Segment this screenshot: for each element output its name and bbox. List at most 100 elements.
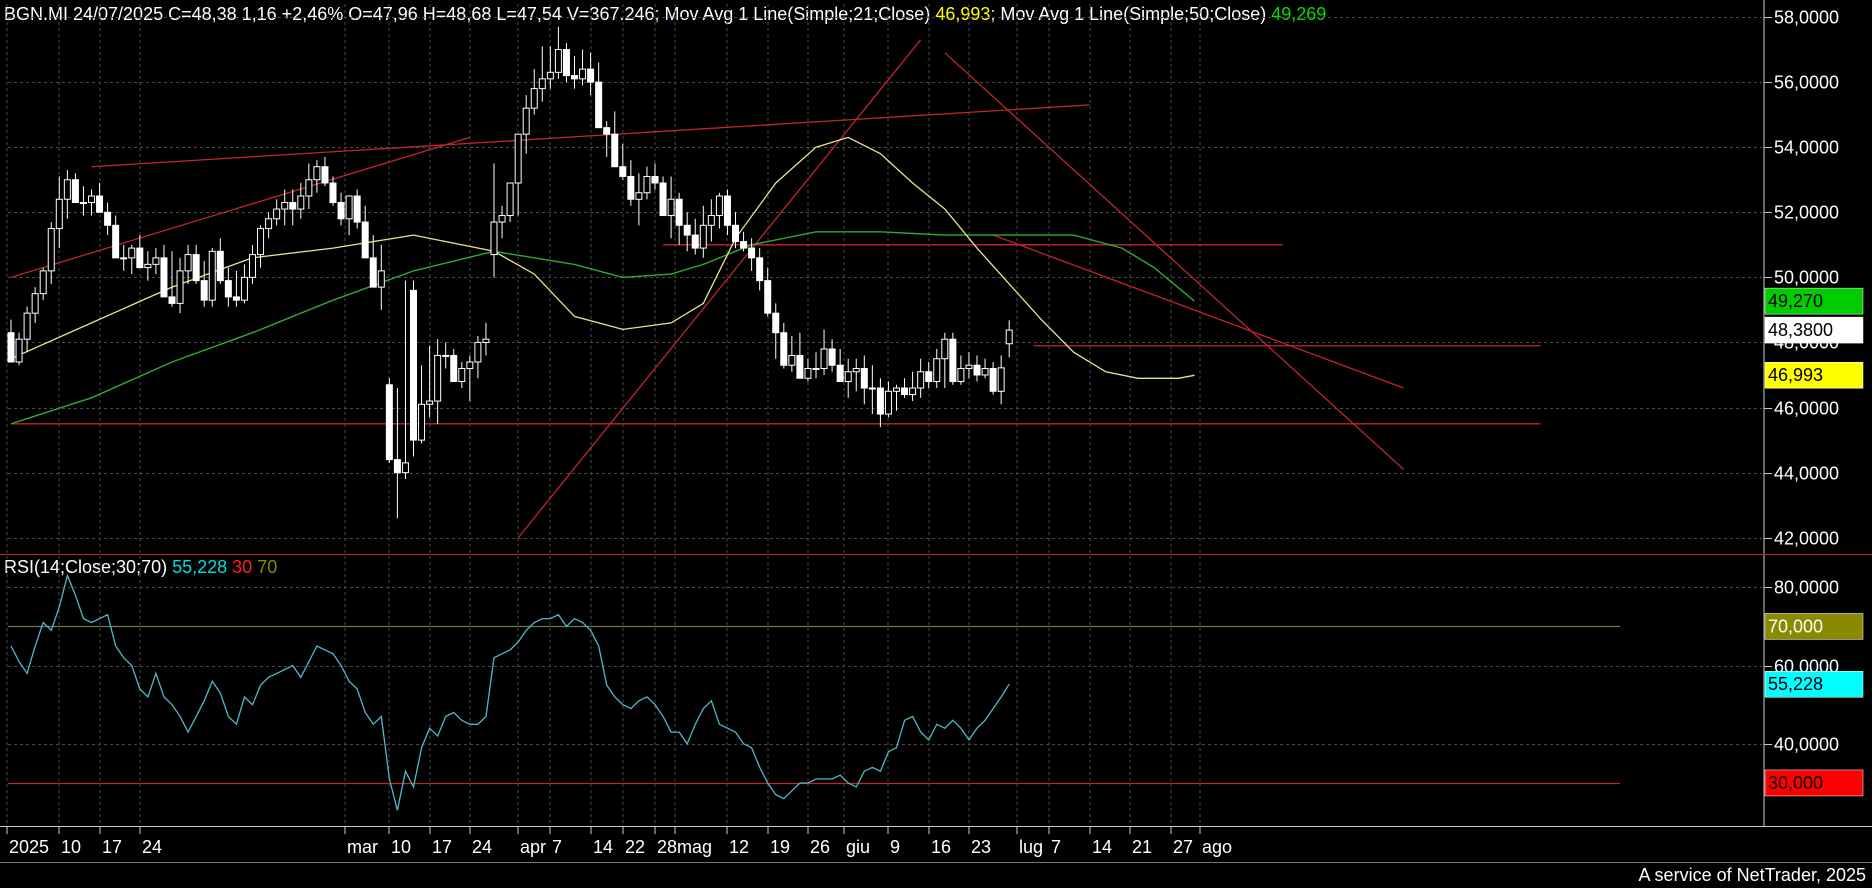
- candle-up: [442, 354, 450, 357]
- trendline: [91, 104, 1090, 168]
- candle-down: [216, 250, 224, 282]
- rsi-tick-label: 80,0000: [1774, 578, 1839, 598]
- moving-averages: [10, 136, 1195, 425]
- candle-up: [426, 400, 434, 405]
- price-tags: 49,270 48,3800 46,993 70,000 55,228 30,000: [1764, 287, 1864, 797]
- candle-up: [482, 338, 490, 343]
- x-tick-label: 7: [552, 837, 562, 857]
- candle-up: [401, 462, 409, 474]
- candle-down: [361, 221, 369, 259]
- header-separator: ;: [990, 4, 996, 24]
- header-separator: ;: [654, 4, 660, 24]
- candle-down: [603, 127, 611, 135]
- candle-down: [385, 384, 393, 461]
- x-tick-label: 2025: [9, 837, 49, 857]
- candle-up: [418, 403, 426, 441]
- y-tick-label: 46,0000: [1774, 399, 1839, 419]
- x-tick-label: 12: [729, 837, 749, 857]
- candle-up: [1005, 329, 1013, 345]
- candle-up: [667, 198, 675, 217]
- candle-down: [369, 257, 377, 288]
- candle-down: [651, 175, 659, 184]
- candle-up: [23, 312, 31, 340]
- x-tick-label: 22: [625, 837, 645, 857]
- x-tick-label: ago: [1202, 837, 1232, 857]
- x-tick-label: 16: [931, 837, 951, 857]
- footer-credit: A service of NetTrader, 2025: [1638, 865, 1866, 885]
- candle-up: [546, 71, 554, 80]
- ma21-line: [10, 136, 1195, 379]
- price-tag-green-bg: [1764, 287, 1864, 315]
- candle-down: [71, 179, 79, 204]
- candle-up: [997, 367, 1005, 392]
- candle-down: [611, 133, 619, 168]
- x-tick-label: 24: [142, 837, 162, 857]
- candle-down: [973, 364, 981, 376]
- candle-down: [675, 198, 683, 226]
- candle-down: [723, 195, 731, 226]
- candle-down: [112, 224, 120, 259]
- candle-up: [208, 250, 216, 301]
- candle-up: [240, 276, 248, 301]
- axes: 2025 10 17 24 mar 10 17 24 apr 7 14 22 28 mag 12 19 26 gi…: [0, 0, 1872, 863]
- candle-up: [844, 371, 852, 383]
- candle-down: [393, 459, 401, 474]
- candle-down: [860, 367, 868, 389]
- candle-up: [941, 338, 949, 360]
- candle-down: [836, 364, 844, 383]
- candles: [7, 26, 1013, 519]
- candle-down: [989, 367, 997, 392]
- candle-up: [909, 387, 917, 396]
- candle-up: [15, 338, 23, 363]
- candle-down: [659, 182, 667, 217]
- candle-down: [571, 75, 578, 80]
- price-tag-white: 48,3800: [1768, 320, 1833, 340]
- rsi-header: RSI(14;Close;30;70) 55,228 30 70: [4, 557, 277, 578]
- price-tag-white-bg: [1764, 316, 1864, 344]
- candle-down: [96, 195, 104, 213]
- candle-up: [981, 367, 989, 376]
- candle-up: [893, 387, 900, 392]
- price-header: BGN.MI 24/07/2025 C=48,38 1,16 +2,46% O=…: [4, 4, 1326, 25]
- candle-up: [249, 254, 256, 278]
- candle-up: [788, 354, 796, 366]
- x-tick-label: 17: [432, 837, 452, 857]
- candle-up: [257, 228, 265, 256]
- x-tick-label: 28: [657, 837, 677, 857]
- candle-up: [39, 270, 47, 295]
- y-tick-label: 42,0000: [1774, 529, 1839, 549]
- trendline: [10, 136, 471, 278]
- rsi-low-level: 30: [227, 557, 253, 577]
- candle-up: [933, 358, 941, 383]
- candle-up: [305, 179, 313, 197]
- symbol-info: BGN.MI 24/07/2025 C=48,38 1,16 +2,46% O=…: [4, 4, 655, 24]
- candle-down: [595, 81, 603, 129]
- candle-down: [192, 254, 200, 282]
- candle-up: [530, 88, 538, 109]
- x-tick-label: 14: [593, 837, 613, 857]
- x-tick-label: 26: [810, 837, 830, 857]
- ma21-value: 46,993: [935, 4, 991, 24]
- candle-down: [756, 257, 764, 282]
- x-tick-label: 9: [890, 837, 900, 857]
- x-tick-label: 17: [102, 837, 122, 857]
- candle-up: [643, 175, 651, 194]
- rsi-tag-last: 55,228: [1768, 674, 1823, 694]
- candle-up: [152, 257, 160, 265]
- rsi-tag-last-bg: [1764, 670, 1864, 698]
- candle-up: [965, 364, 973, 369]
- candle-down: [450, 354, 458, 383]
- candle-down: [796, 354, 804, 379]
- candle-up: [554, 49, 562, 73]
- candle-up: [265, 218, 273, 230]
- x-tick-label: 23: [971, 837, 991, 857]
- candle-up: [957, 367, 965, 383]
- candle-down: [289, 202, 297, 210]
- candle-down: [828, 348, 836, 366]
- candle-up: [868, 387, 876, 390]
- x-tick-label: 27: [1173, 837, 1193, 857]
- x-tick-label: 10: [391, 837, 411, 857]
- y-tick-label: 44,0000: [1774, 464, 1839, 484]
- candle-down: [901, 387, 909, 396]
